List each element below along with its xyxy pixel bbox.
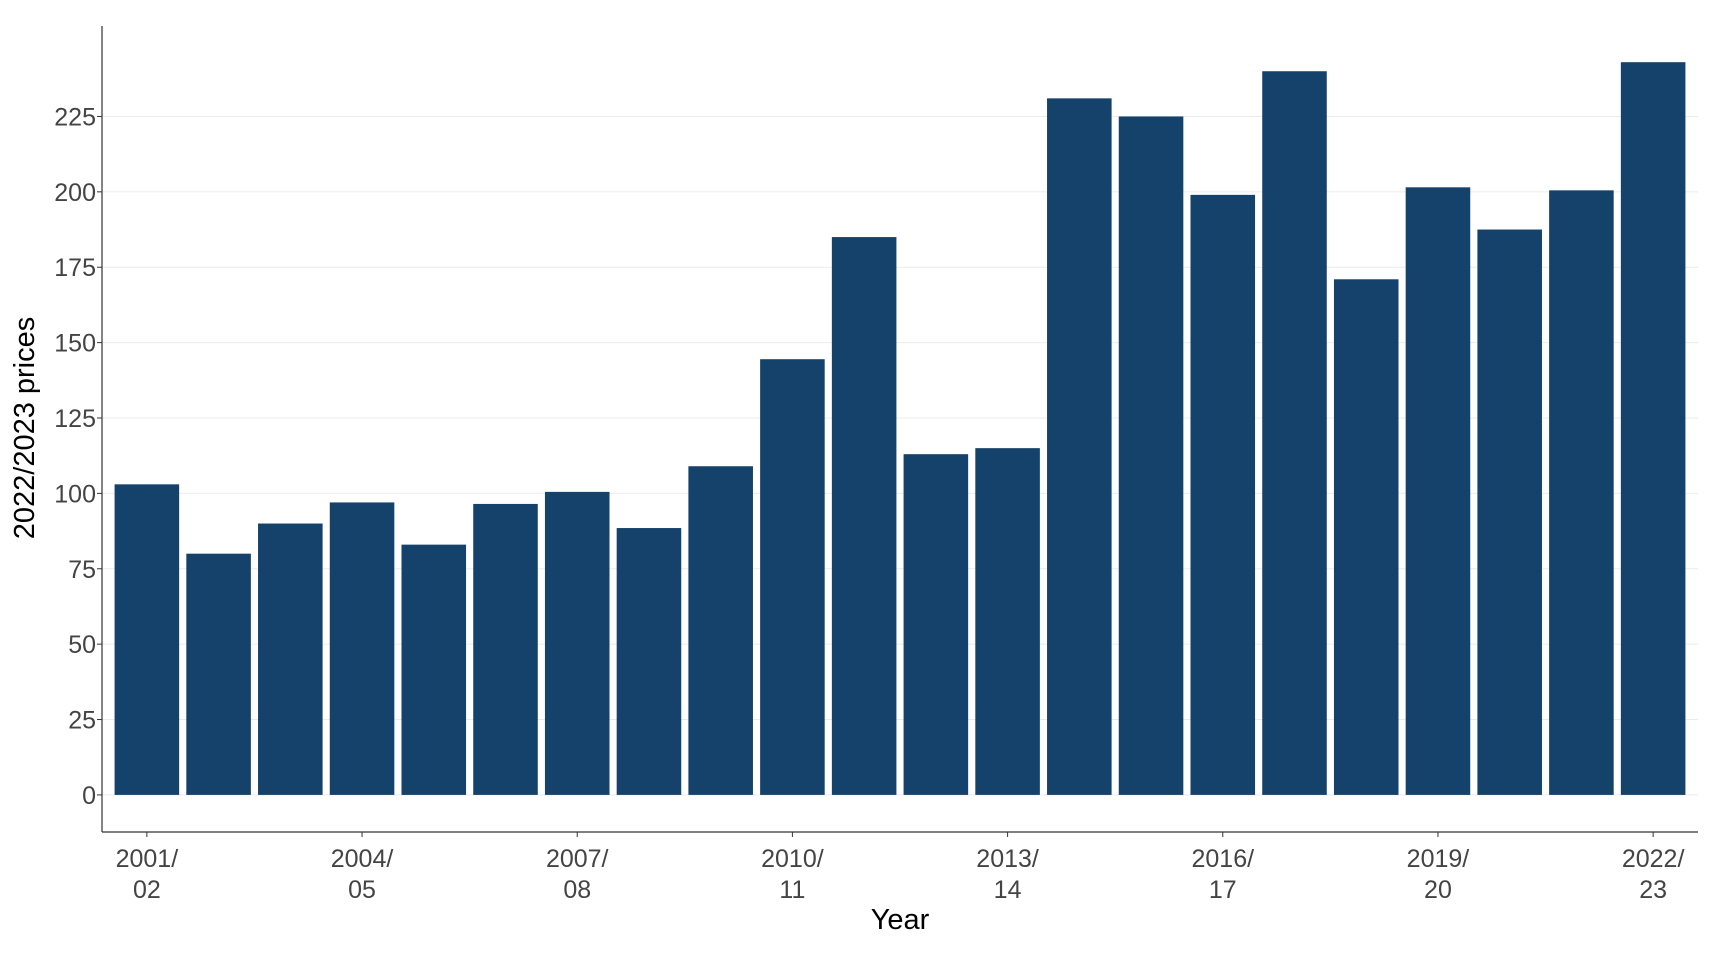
- bar-2010-11: [760, 359, 825, 795]
- bar-2021-22: [1549, 190, 1614, 795]
- y-tick-label-100: 100: [54, 480, 96, 508]
- bar-2016-17: [1190, 194, 1256, 795]
- bar-2008-09: [616, 528, 682, 795]
- y-tick-label-25: 25: [68, 707, 96, 735]
- y-tick-label-200: 200: [54, 179, 96, 207]
- x-tick-label-4: 2013/14: [976, 845, 1039, 904]
- bar-2009-10: [688, 466, 753, 795]
- x-tick-label-3: 2010/11: [761, 845, 824, 904]
- x-tick-label-1: 2004/05: [331, 845, 394, 904]
- y-tick-label-50: 50: [68, 631, 96, 659]
- bar-2003-04: [258, 523, 323, 795]
- x-tick-label-5: 2016/17: [1191, 845, 1254, 904]
- bar-2015-16: [1118, 116, 1184, 795]
- y-tick-label-0: 0: [82, 782, 96, 810]
- y-tick-label-175: 175: [54, 254, 96, 282]
- bar-2013-14: [975, 448, 1040, 795]
- y-tick-label-150: 150: [54, 330, 96, 358]
- bars: [114, 62, 1686, 795]
- bar-2001-02: [114, 484, 180, 795]
- bar-2018-19: [1333, 279, 1399, 795]
- bar-2012-13: [903, 454, 969, 795]
- bar-2002-03: [186, 553, 251, 795]
- bar-2007-08: [544, 491, 610, 795]
- bar-2005-06: [401, 544, 467, 795]
- x-tick-label-6: 2019/20: [1407, 845, 1470, 904]
- bar-2004-05: [329, 502, 395, 795]
- bar-2006-07: [473, 503, 538, 795]
- x-tick-label-7: 2022/23: [1622, 845, 1685, 904]
- x-tick-label-2: 2007/08: [546, 845, 609, 904]
- y-axis-title: 2022/2023 prices: [9, 317, 41, 540]
- y-tick-label-125: 125: [54, 405, 96, 433]
- bar-2019-20: [1405, 187, 1471, 795]
- x-axis-ticks: 2001/02 2004/05 2007/08 2010/11 2013/14 2016/…: [116, 832, 1685, 904]
- bar-2020-21: [1477, 229, 1542, 795]
- x-tick-label-0: 2001/02: [116, 845, 179, 904]
- y-tick-label-225: 225: [54, 103, 96, 131]
- x-axis-title: Year: [871, 904, 930, 936]
- bar-2017-18: [1262, 71, 1327, 795]
- bar-2011-12: [831, 237, 897, 795]
- y-axis-ticks: 0 25 50 75 100 125 150 175 200 225: [54, 103, 102, 810]
- bar-2014-15: [1047, 98, 1112, 795]
- y-tick-label-75: 75: [68, 556, 96, 584]
- bar-2022-23: [1620, 62, 1686, 795]
